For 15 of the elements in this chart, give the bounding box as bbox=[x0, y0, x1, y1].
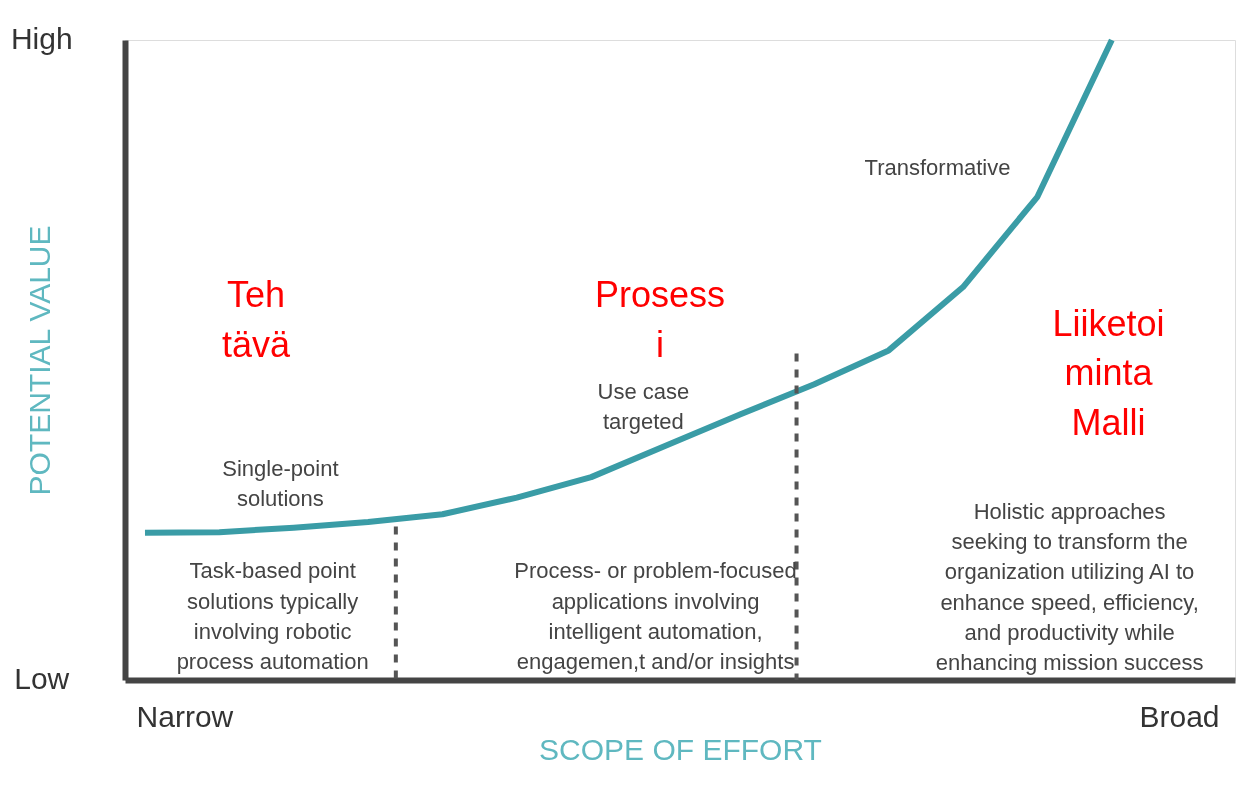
text: Broad bbox=[1139, 700, 1220, 734]
annotation: Single-point solutions bbox=[222, 455, 339, 512]
annotation: Liiketoi minta Malli bbox=[1052, 302, 1165, 444]
annotation: Teh tävä bbox=[221, 274, 291, 365]
annotation: Task-based point solutions typically involving robotic process automation bbox=[176, 558, 369, 675]
annotation: Process- or problem-focused applications involving intelligent automation, engagemen,t and/or insights bbox=[514, 558, 797, 675]
text: High bbox=[10, 22, 73, 55]
text: Low bbox=[14, 662, 70, 695]
annotation: Use case targeted bbox=[597, 379, 690, 435]
x-axis-title: SCOPE OF EFFORT bbox=[539, 732, 822, 766]
y-axis-title: POTENTIAL VALUE bbox=[22, 225, 56, 496]
annotation: Transformative bbox=[864, 155, 1011, 180]
annotation: Holistic approaches seeking to transform the organization utilizing AI to enhance speed, efficiency, and productivity while enhancing mission success bbox=[935, 498, 1204, 676]
annotation: Prosess i bbox=[595, 274, 726, 365]
text: Narrow bbox=[136, 700, 234, 734]
